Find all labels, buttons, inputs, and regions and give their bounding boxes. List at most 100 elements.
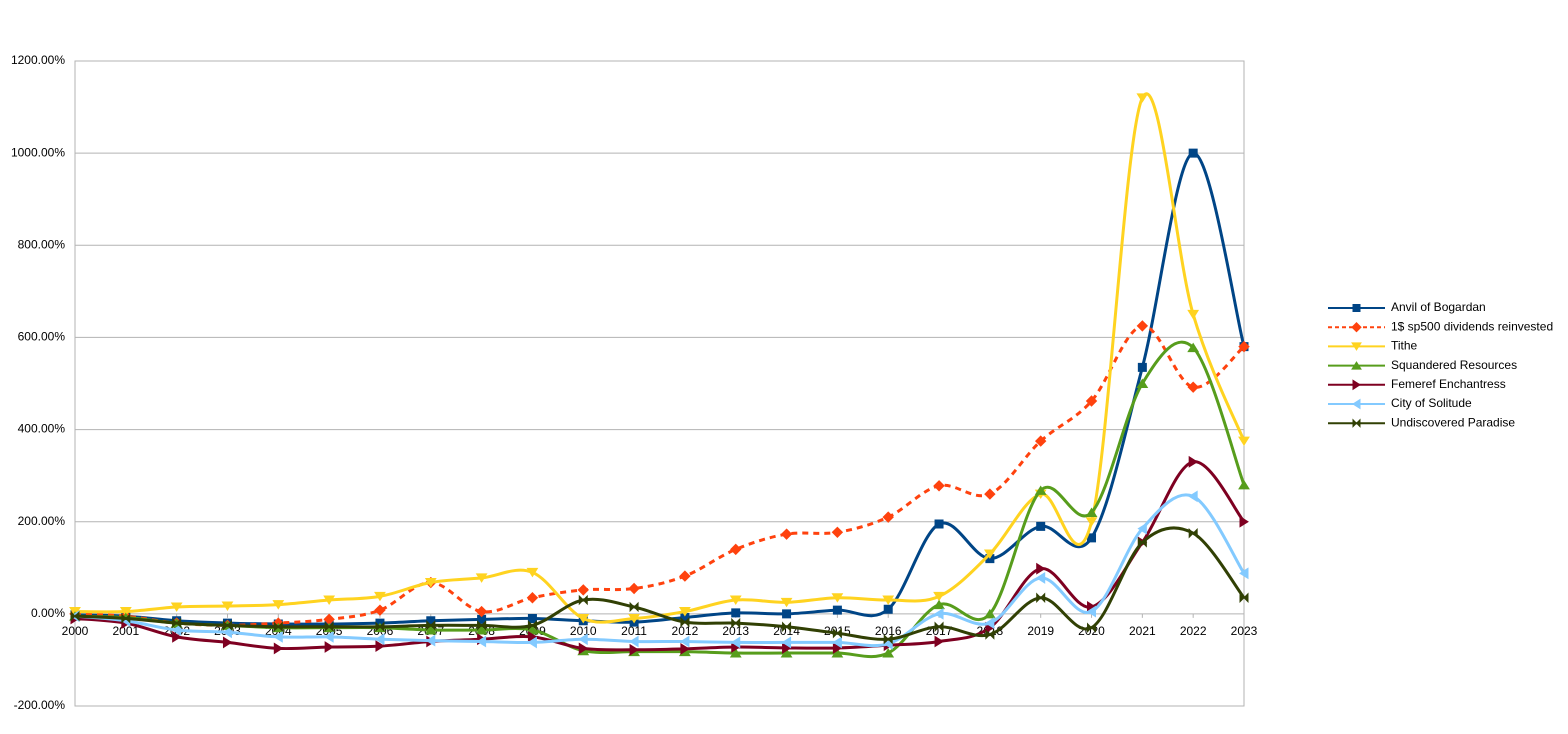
series-marker [629,601,639,613]
series-line [74,92,1246,624]
series-marker [780,648,793,658]
series-marker [1188,490,1198,503]
series-marker [1137,537,1147,548]
series-marker [375,633,385,646]
series-marker [984,617,995,629]
series-marker [933,591,945,602]
series-marker [679,570,691,582]
legend-marker [1351,361,1362,370]
series-marker [273,621,283,632]
series-marker [324,630,334,643]
legend-marker [1352,398,1361,410]
series-marker [1085,517,1098,527]
series-marker [171,624,182,636]
legend-marker [1351,342,1362,351]
series-marker [222,620,232,631]
y-tick-label: 400.00% [18,422,66,436]
series-marker [273,642,284,655]
series-marker [781,636,792,649]
series-marker [1085,395,1098,407]
series-marker [985,629,995,640]
series-marker [782,609,792,619]
series-marker [1087,622,1097,633]
legend-label: 1$ sp500 dividends reinvested [1391,319,1553,333]
series-marker [119,607,132,617]
series-marker [1136,320,1149,332]
series-marker [679,635,690,648]
series-marker [475,605,488,618]
legend-label: Anvil of Bogardan [1391,300,1486,314]
series-marker [933,480,945,492]
x-tick-label: 2019 [1027,624,1054,638]
series-marker [983,549,996,559]
series-marker [730,543,742,556]
series-marker [221,601,234,611]
series-marker [1188,455,1199,468]
series-marker [1239,515,1249,528]
series-marker [477,620,487,631]
series-marker [1136,93,1149,103]
plot-border [74,60,1245,707]
y-tick-label: 1200.00% [11,53,65,67]
series-marker [831,526,844,539]
x-tick-label: 2012 [672,624,699,638]
series-marker [680,616,690,628]
series-marker [933,599,945,610]
x-tick-label: 2016 [875,624,902,638]
series-marker [170,602,183,612]
series-marker [1187,309,1200,320]
series-marker [983,608,996,619]
series-marker [578,642,589,655]
series-marker [475,573,488,583]
series-marker [1239,592,1249,603]
legend-label: Tithe [1391,339,1418,353]
series-marker [628,613,640,624]
series-marker [883,633,893,645]
series-marker [984,488,996,500]
series-marker [832,605,842,615]
series-marker [629,635,639,648]
series-marker [1238,479,1250,490]
series-marker [70,610,80,622]
series-marker [831,648,844,658]
series-marker [374,604,386,616]
series-marker [1036,521,1046,531]
series-marker [831,593,844,603]
series-marker [1136,378,1149,388]
series-marker [121,613,131,624]
series-marker [476,635,487,648]
series-marker [1188,528,1198,539]
series-marker [934,607,944,620]
series-marker [730,636,741,649]
series-marker [832,636,842,649]
series-marker [375,640,385,653]
series-marker [374,591,386,602]
series-marker [272,600,285,610]
series-marker [1085,507,1098,517]
x-tick-label: 2022 [1180,624,1207,638]
series-marker [424,578,437,588]
series-marker [324,641,335,653]
series-marker [1087,533,1097,543]
series-marker [1034,435,1047,447]
series-marker [1239,567,1249,580]
y-tick-label: 600.00% [18,330,66,344]
series-marker [527,613,537,623]
x-tick-label: 2023 [1231,624,1258,638]
series-marker [883,604,893,614]
series-marker [172,630,182,643]
x-tick-label: 2001 [112,624,139,638]
x-tick-label: 2011 [621,624,647,638]
series-marker [629,643,640,656]
series-marker [526,592,539,604]
series-marker [729,648,742,658]
series-marker [1036,562,1046,575]
y-tick-label: -200.00% [14,698,66,712]
series-marker [324,621,334,632]
series-marker [832,627,842,639]
series-marker [731,608,741,618]
series-marker [375,621,385,632]
series-marker [1238,340,1250,353]
